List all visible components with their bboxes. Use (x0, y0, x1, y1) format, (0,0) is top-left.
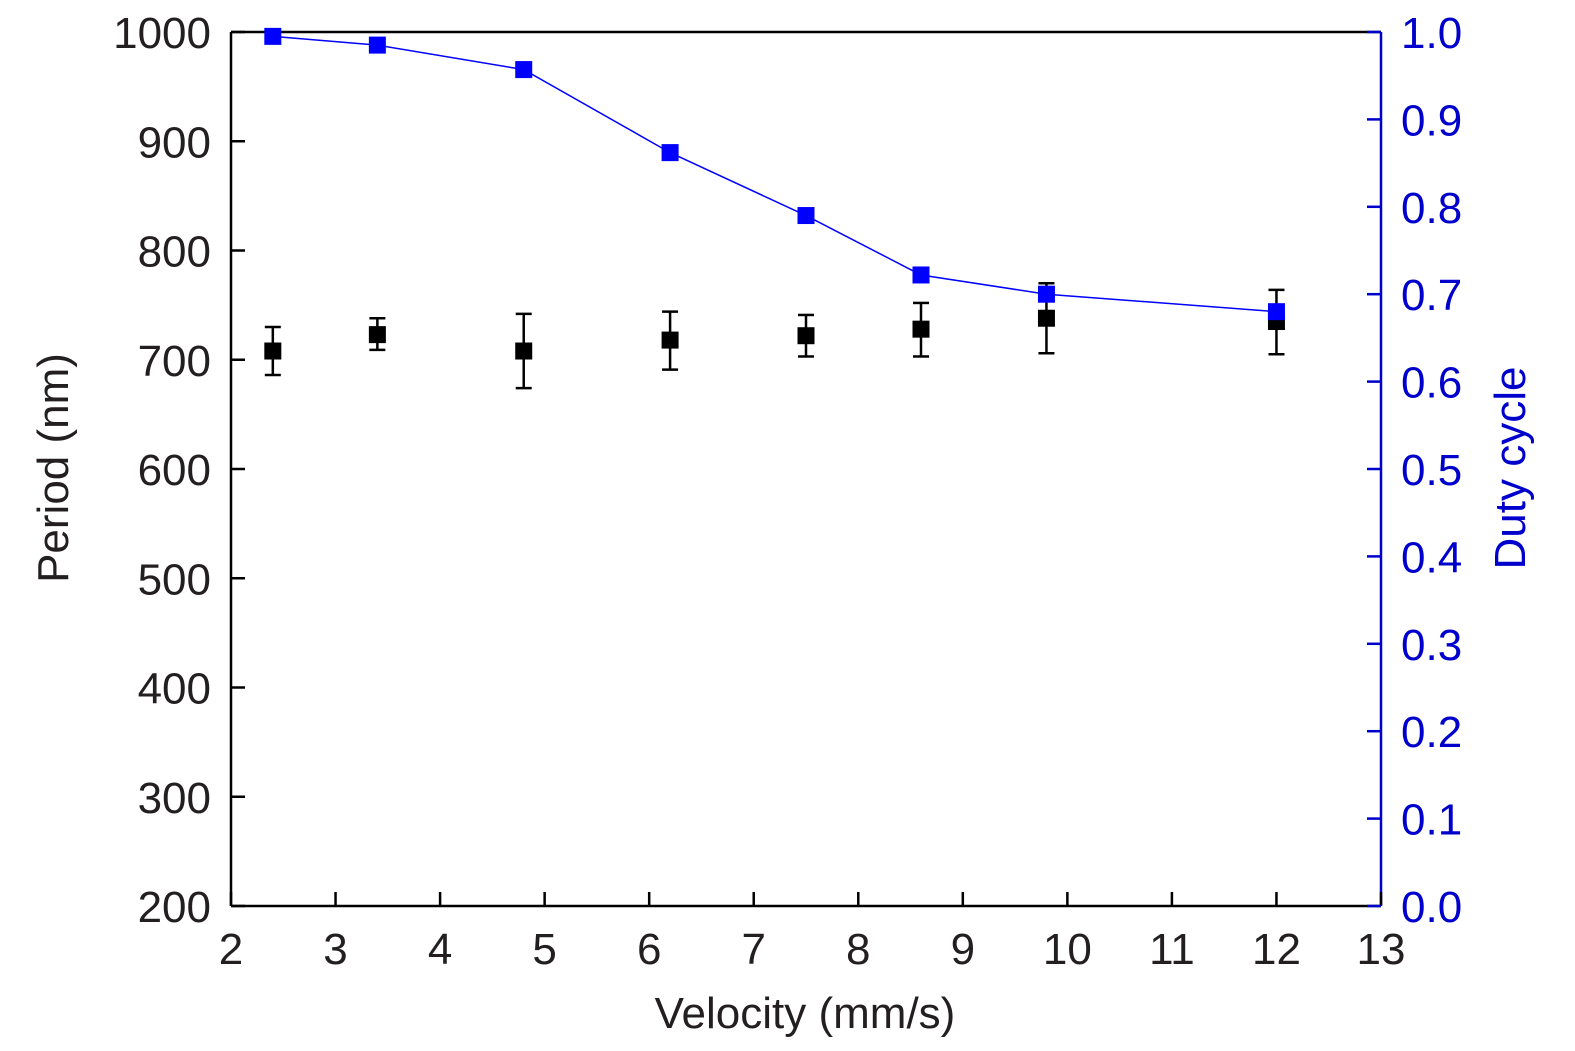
duty-cycle-point (368, 36, 386, 54)
y2-tick-label: 0.6 (1401, 359, 1462, 408)
y-tick-label: 600 (138, 446, 211, 495)
y-tick-label: 700 (138, 337, 211, 386)
x-tick-label: 12 (1252, 925, 1301, 974)
y2-tick-label: 0.8 (1401, 184, 1462, 233)
x-tick-label: 8 (846, 925, 870, 974)
y-tick-label: 1000 (113, 9, 211, 58)
x-tick-label: 6 (637, 925, 661, 974)
y2-axis-title: Duty cycle (1486, 367, 1535, 570)
period-point (661, 331, 679, 349)
period-point (368, 326, 386, 344)
period-series (264, 282, 1285, 390)
duty-cycle-point (797, 207, 815, 225)
period-point (797, 327, 815, 345)
y2-tick-label: 0.2 (1401, 708, 1462, 757)
period-point (264, 342, 282, 360)
period-point (912, 320, 930, 338)
y-tick-label: 200 (138, 883, 211, 932)
y2-tick-label: 0.1 (1401, 796, 1462, 845)
duty-cycle-point (1037, 285, 1055, 303)
y2-tick-label: 0.4 (1401, 533, 1462, 582)
x-tick-label: 7 (741, 925, 765, 974)
x-tick-label: 3 (323, 925, 347, 974)
plot-frame (229, 30, 1383, 908)
right-y-axis: 0.0 0.1 0.2 0.3 0.4 0.5 0.6 0.7 0.8 0.9 1.0 (1367, 9, 1462, 932)
y-tick-label: 800 (138, 228, 211, 277)
duty-cycle-point (1267, 303, 1285, 321)
y2-tick-label: 0.5 (1401, 446, 1462, 495)
y2-tick-label: 0.9 (1401, 96, 1462, 145)
y-tick-label: 500 (138, 555, 211, 604)
left-y-axis: 200 300 400 500 600 700 800 900 1000 (113, 9, 245, 932)
x-tick-label: 10 (1043, 925, 1092, 974)
y2-tick-label: 0.0 (1401, 883, 1462, 932)
period-point (515, 342, 533, 360)
duty-cycle-series (264, 27, 1285, 321)
x-axis: 2 3 4 5 6 7 8 9 10 11 12 13 (219, 892, 1406, 974)
x-tick-label: 9 (951, 925, 975, 974)
x-axis-title: Velocity (mm/s) (655, 989, 956, 1038)
x-tick-label: 13 (1357, 925, 1406, 974)
x-tick-label: 5 (532, 925, 556, 974)
duty-cycle-point (912, 266, 930, 284)
x-tick-label: 11 (1149, 925, 1195, 974)
y2-tick-label: 0.3 (1401, 621, 1462, 670)
duty-cycle-point (515, 61, 533, 79)
x-tick-label: 4 (428, 925, 452, 974)
duty-cycle-point (264, 27, 282, 45)
duty-cycle-point (661, 144, 679, 162)
duty-cycle-line (272, 35, 1277, 313)
y-axis-title: Period (nm) (29, 353, 78, 583)
y-tick-label: 400 (138, 665, 211, 714)
y2-tick-label: 1.0 (1401, 9, 1462, 58)
y-tick-label: 300 (138, 774, 211, 823)
y2-tick-label: 0.7 (1401, 271, 1462, 320)
x-tick-label: 2 (219, 925, 243, 974)
period-point (1037, 309, 1055, 327)
y-tick-label: 900 (138, 118, 211, 167)
